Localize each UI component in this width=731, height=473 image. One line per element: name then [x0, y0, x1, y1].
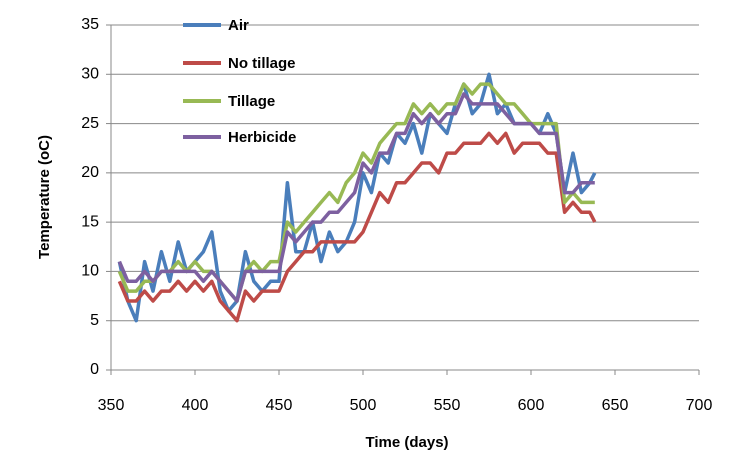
y-tick-label: 20 — [81, 164, 99, 181]
y-tick-label: 0 — [90, 361, 99, 378]
y-tick-label: 35 — [81, 16, 99, 33]
x-tick-label: 400 — [182, 397, 209, 414]
y-tick-label: 10 — [81, 263, 99, 280]
y-axis-title: Temperature (oC) — [36, 135, 53, 259]
legend-label: Herbicide — [228, 129, 296, 146]
legend-label: Tillage — [228, 93, 275, 110]
y-tick-label: 25 — [81, 115, 99, 132]
x-tick-label: 350 — [98, 397, 125, 414]
x-tick-label: 500 — [350, 397, 377, 414]
legend-label: No tillage — [228, 55, 296, 72]
legend-label: Air — [228, 17, 249, 34]
series-line — [117, 131, 597, 323]
series-line — [117, 92, 595, 303]
x-tick-label: 600 — [518, 397, 545, 414]
x-tick-label: 450 — [266, 397, 293, 414]
series-line — [117, 82, 595, 303]
x-tick-label: 650 — [602, 397, 629, 414]
y-tick-label: 30 — [81, 66, 99, 83]
x-axis-title: Time (days) — [365, 434, 448, 451]
x-tick-label: 700 — [686, 397, 713, 414]
y-tick-label: 5 — [90, 312, 99, 329]
y-tick-label: 15 — [81, 213, 99, 230]
x-tick-label: 550 — [434, 397, 461, 414]
